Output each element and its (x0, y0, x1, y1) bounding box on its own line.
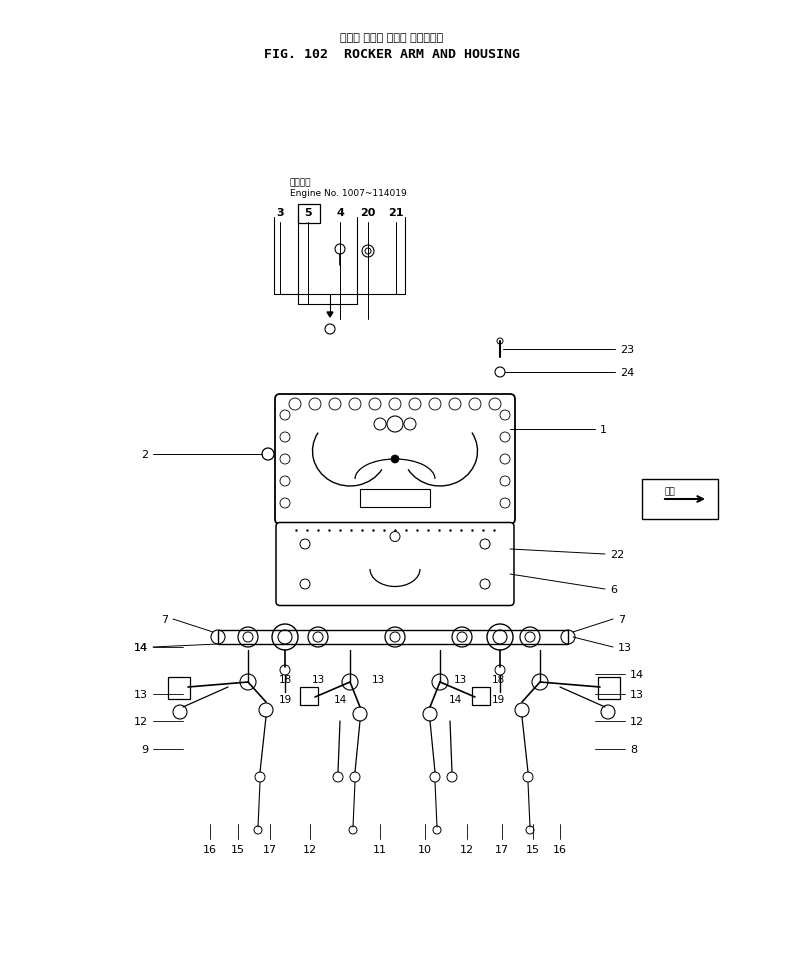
Text: 13: 13 (371, 674, 385, 685)
Text: 14: 14 (134, 643, 148, 652)
Text: 12: 12 (630, 716, 644, 727)
FancyBboxPatch shape (276, 523, 514, 606)
Text: 23: 23 (620, 344, 634, 355)
Text: 14: 14 (134, 643, 148, 652)
Text: 14: 14 (448, 694, 462, 704)
Text: 14: 14 (630, 669, 644, 680)
FancyArrow shape (327, 313, 333, 318)
Text: 15: 15 (526, 844, 540, 854)
Bar (168, 678, 190, 699)
Text: 7: 7 (618, 614, 625, 624)
Text: 13: 13 (312, 674, 325, 685)
Circle shape (325, 325, 335, 334)
Text: 13: 13 (618, 643, 632, 652)
Text: 後方: 後方 (665, 487, 675, 496)
Text: 15: 15 (231, 844, 245, 854)
Text: 5: 5 (304, 207, 312, 218)
Text: 17: 17 (263, 844, 277, 854)
Text: 13: 13 (454, 674, 466, 685)
Bar (360, 490, 430, 508)
Bar (218, 631, 568, 645)
Circle shape (495, 368, 505, 378)
Text: 19: 19 (279, 694, 291, 704)
Text: FIG. 102  ROCKER ARM AND HOUSING: FIG. 102 ROCKER ARM AND HOUSING (264, 49, 520, 62)
Text: 18: 18 (279, 674, 291, 685)
Text: 22: 22 (610, 550, 624, 559)
Text: 2: 2 (141, 450, 148, 460)
Bar (472, 688, 490, 705)
Text: 3: 3 (276, 207, 284, 218)
Bar (642, 479, 718, 519)
Text: 12: 12 (134, 716, 148, 727)
Text: 9: 9 (141, 744, 148, 754)
FancyBboxPatch shape (275, 394, 515, 524)
Text: 8: 8 (630, 744, 637, 754)
Text: 7: 7 (161, 614, 168, 624)
Text: 19: 19 (491, 694, 505, 704)
Text: 11: 11 (373, 844, 387, 854)
Text: 6: 6 (610, 585, 617, 595)
Text: 1: 1 (600, 424, 607, 434)
Text: 14: 14 (334, 694, 347, 704)
Text: 20: 20 (360, 207, 376, 218)
Bar (300, 688, 318, 705)
Text: 21: 21 (389, 207, 403, 218)
Text: 12: 12 (460, 844, 474, 854)
Text: 13: 13 (134, 689, 148, 699)
Circle shape (391, 456, 399, 464)
Bar (598, 678, 620, 699)
Text: 適用幏号: 適用幏号 (290, 178, 312, 188)
Text: 4: 4 (336, 207, 344, 218)
Text: 16: 16 (553, 844, 567, 854)
Text: 16: 16 (203, 844, 217, 854)
Text: ロッカ アーム および ハウジング: ロッカ アーム および ハウジング (341, 33, 444, 43)
Text: 13: 13 (630, 689, 644, 699)
Bar (298, 204, 320, 224)
Text: 12: 12 (303, 844, 317, 854)
Text: 10: 10 (418, 844, 432, 854)
Text: 24: 24 (620, 368, 634, 378)
Text: Engine No. 1007~114019: Engine No. 1007~114019 (290, 190, 407, 199)
Text: 18: 18 (491, 674, 505, 685)
Text: 17: 17 (495, 844, 509, 854)
